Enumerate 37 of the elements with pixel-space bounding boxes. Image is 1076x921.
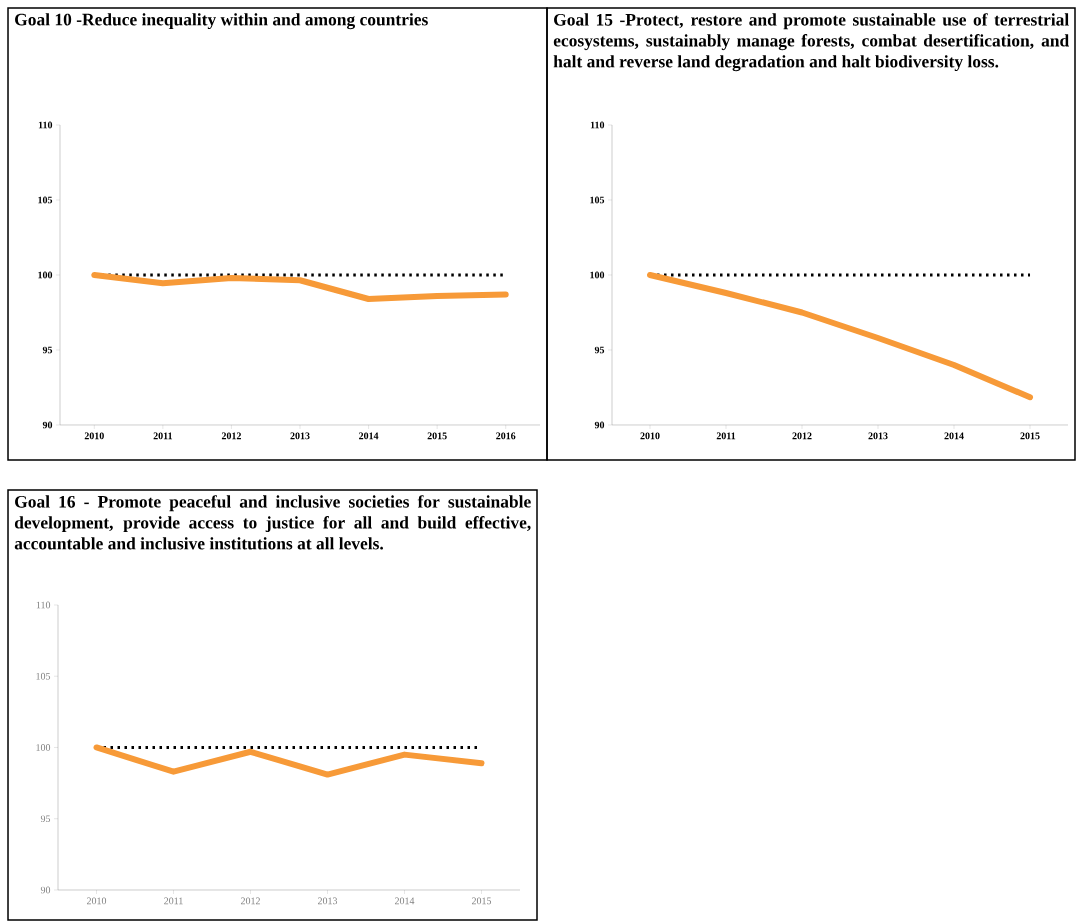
x-tick-label: 2014 [944,432,964,440]
y-tick-label: 95 [42,346,53,354]
y-tick-label: 100 [38,271,53,279]
x-tick-label: 2014 [359,432,379,440]
x-tick-label: 2010 [86,897,107,905]
y-tick-label: 110 [36,601,51,609]
y-tick-label: 95 [594,346,605,354]
chart-title: Goal 16 - Promote peaceful and inclusive societies for sustainable development, provide access to justice for all and build effective, accountable and inclusive institutions at all levels. [14,495,531,550]
x-tick-label: 2011 [164,897,183,905]
y-tick-label: 90 [40,886,51,894]
x-tick-label: 2011 [153,432,173,440]
y-tick-label: 110 [38,121,53,129]
x-tick-label: 2010 [640,432,660,440]
y-tick-label: 105 [590,196,605,204]
x-tick-label: 2015 [1020,432,1040,440]
x-tick-label: 2016 [496,432,516,440]
x-tick-label: 2013 [317,897,338,905]
x-tick-label: 2012 [792,432,812,440]
y-tick-label: 100 [36,744,51,751]
x-tick-label: 2015 [427,432,447,440]
y-tick-label: 105 [36,672,51,680]
x-tick-label: 2014 [394,897,415,905]
chart-title: Goal 15 -Protect, restore and promote sustainable use of terrestrial ecosystems, sustainably manage forests, combat desertification, and halt and reverse land degradation and halt biodiversity loss. [553,13,1069,72]
y-tick-label: 90 [594,421,605,429]
x-tick-label: 2012 [240,897,260,905]
y-tick-label: 105 [38,196,53,204]
x-tick-label: 2010 [84,432,104,440]
x-tick-label: 2012 [221,432,241,440]
x-tick-label: 2013 [868,432,888,440]
x-tick-label: 2013 [290,432,310,440]
y-tick-label: 90 [42,421,53,429]
y-tick-label: 110 [590,121,605,129]
x-tick-label: 2011 [716,432,736,440]
y-tick-label: 95 [40,815,51,823]
chart-title: Goal 10 -Reduce inequality within and among countries [15,13,428,30]
y-tick-label: 100 [590,271,605,279]
x-tick-label: 2015 [471,897,492,905]
